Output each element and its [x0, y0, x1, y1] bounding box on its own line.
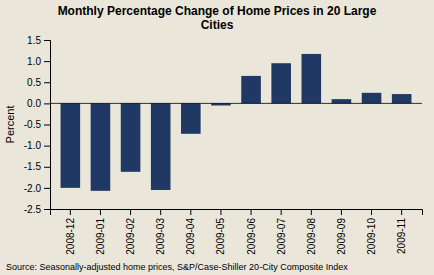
bar	[241, 76, 261, 103]
y-tick-mark	[44, 125, 50, 126]
bar	[332, 99, 352, 103]
x-tick: 2009-09	[336, 209, 347, 255]
x-tick-mark	[251, 209, 252, 215]
title-line: Monthly Percentage Change of Home Prices…	[58, 4, 377, 18]
y-axis-title: Percent	[4, 106, 16, 144]
x-tick-mark	[341, 209, 342, 215]
bar	[362, 93, 382, 104]
y-tick: -1.0	[24, 140, 50, 151]
x-tick-mark	[100, 209, 101, 215]
y-tick-label: -2.0	[24, 183, 42, 194]
baseline	[50, 103, 422, 104]
y-tick: 1.5	[27, 35, 50, 46]
x-tick-label: 2009-08	[306, 218, 317, 255]
y-tick-mark	[44, 209, 50, 210]
y-tick: -2.5	[24, 204, 50, 215]
y-tick-label: -0.5	[24, 119, 42, 130]
plot: -2.5-2.0-1.5-1.0-0.50.00.51.01.52008-122…	[24, 35, 423, 255]
x-axis-line	[51, 210, 423, 216]
x-tick: 2009-04	[185, 209, 196, 255]
y-tick-label: -1.5	[24, 161, 42, 172]
title-line: Cities	[201, 18, 234, 32]
x-tick-label: 2009-01	[95, 218, 106, 255]
x-tick-mark	[281, 209, 282, 215]
x-tick: 2009-06	[246, 209, 257, 255]
x-tick: 2008-12	[65, 209, 76, 255]
bar	[91, 103, 111, 190]
x-tick-mark	[70, 209, 71, 215]
title: Monthly Percentage Change of Home Prices…	[58, 4, 377, 32]
x-tick-mark	[371, 209, 372, 215]
x-tick-mark	[220, 209, 221, 215]
x-tick: 2009-05	[215, 209, 226, 255]
x-tick-mark	[311, 209, 312, 215]
y-tick: 0.0	[27, 98, 50, 109]
y-tick: -2.0	[24, 183, 50, 194]
x-tick: 2009-07	[276, 209, 287, 255]
y-tick: -0.5	[24, 119, 50, 130]
y-tick-mark	[44, 103, 50, 104]
bar	[181, 103, 201, 133]
x-tick-label: 2008-12	[65, 218, 76, 255]
x-tick-label: 2009-04	[185, 218, 196, 255]
y-tick-label: -1.0	[24, 140, 42, 151]
y-tick-label: 1.5	[27, 35, 41, 46]
x-tick: 2009-11	[396, 209, 407, 254]
y-tick-label: 0.5	[27, 77, 41, 88]
x-tick-mark	[401, 209, 402, 215]
x-tick: 2009-01	[95, 209, 106, 255]
x-tick-label: 2009-05	[215, 218, 226, 255]
bars	[50, 54, 422, 191]
y-tick-mark	[44, 40, 50, 41]
x-tick-label: 2009-10	[366, 218, 377, 255]
x-tick-label: 2009-06	[246, 218, 257, 255]
x-tick-label: 2009-07	[276, 218, 287, 255]
x-tick: 2009-08	[306, 209, 317, 255]
bar	[61, 103, 81, 188]
chart: -2.5-2.0-1.5-1.0-0.50.00.51.01.52008-122…	[0, 0, 434, 275]
y-tick-mark	[44, 146, 50, 147]
y-tick: -1.5	[24, 161, 50, 172]
y-axis-line	[44, 41, 51, 210]
x-tick: 2009-03	[155, 209, 166, 255]
bar	[392, 94, 412, 103]
y-tick-label: 0.0	[27, 98, 41, 109]
bar	[151, 103, 171, 190]
x-tick: 2009-02	[125, 209, 136, 255]
bar	[271, 63, 291, 103]
y-tick-mark	[44, 188, 50, 189]
x-tick-label: 2009-03	[155, 218, 166, 255]
y-axis: -2.5 -2.0 -1.5 -1.0 -0.5 0.0 0.5 1.0 1.5	[24, 35, 51, 215]
x-axis: 2008-12 2009-01 2009-02 2009-03 2009-04 2009-…	[51, 209, 423, 255]
x-tick-mark	[160, 209, 161, 215]
source-note: Source: Seasonally-adjusted home prices,…	[6, 262, 348, 272]
y-tick-mark	[44, 61, 50, 62]
bar	[302, 54, 322, 103]
y-tick: 1.0	[27, 56, 50, 67]
x-tick-label: 2009-02	[125, 218, 136, 255]
y-tick-mark	[44, 82, 50, 83]
y-tick-label: -2.5	[24, 204, 42, 215]
x-tick: 2009-10	[366, 209, 377, 255]
y-tick: 0.5	[27, 77, 50, 88]
bar	[121, 103, 141, 171]
y-tick-label: 1.0	[27, 56, 41, 67]
x-tick-label: 2009-09	[336, 218, 347, 255]
y-tick-mark	[44, 167, 50, 168]
x-tick-mark	[190, 209, 191, 215]
x-tick-label: 2009-11	[396, 218, 407, 254]
x-tick-mark	[130, 209, 131, 215]
